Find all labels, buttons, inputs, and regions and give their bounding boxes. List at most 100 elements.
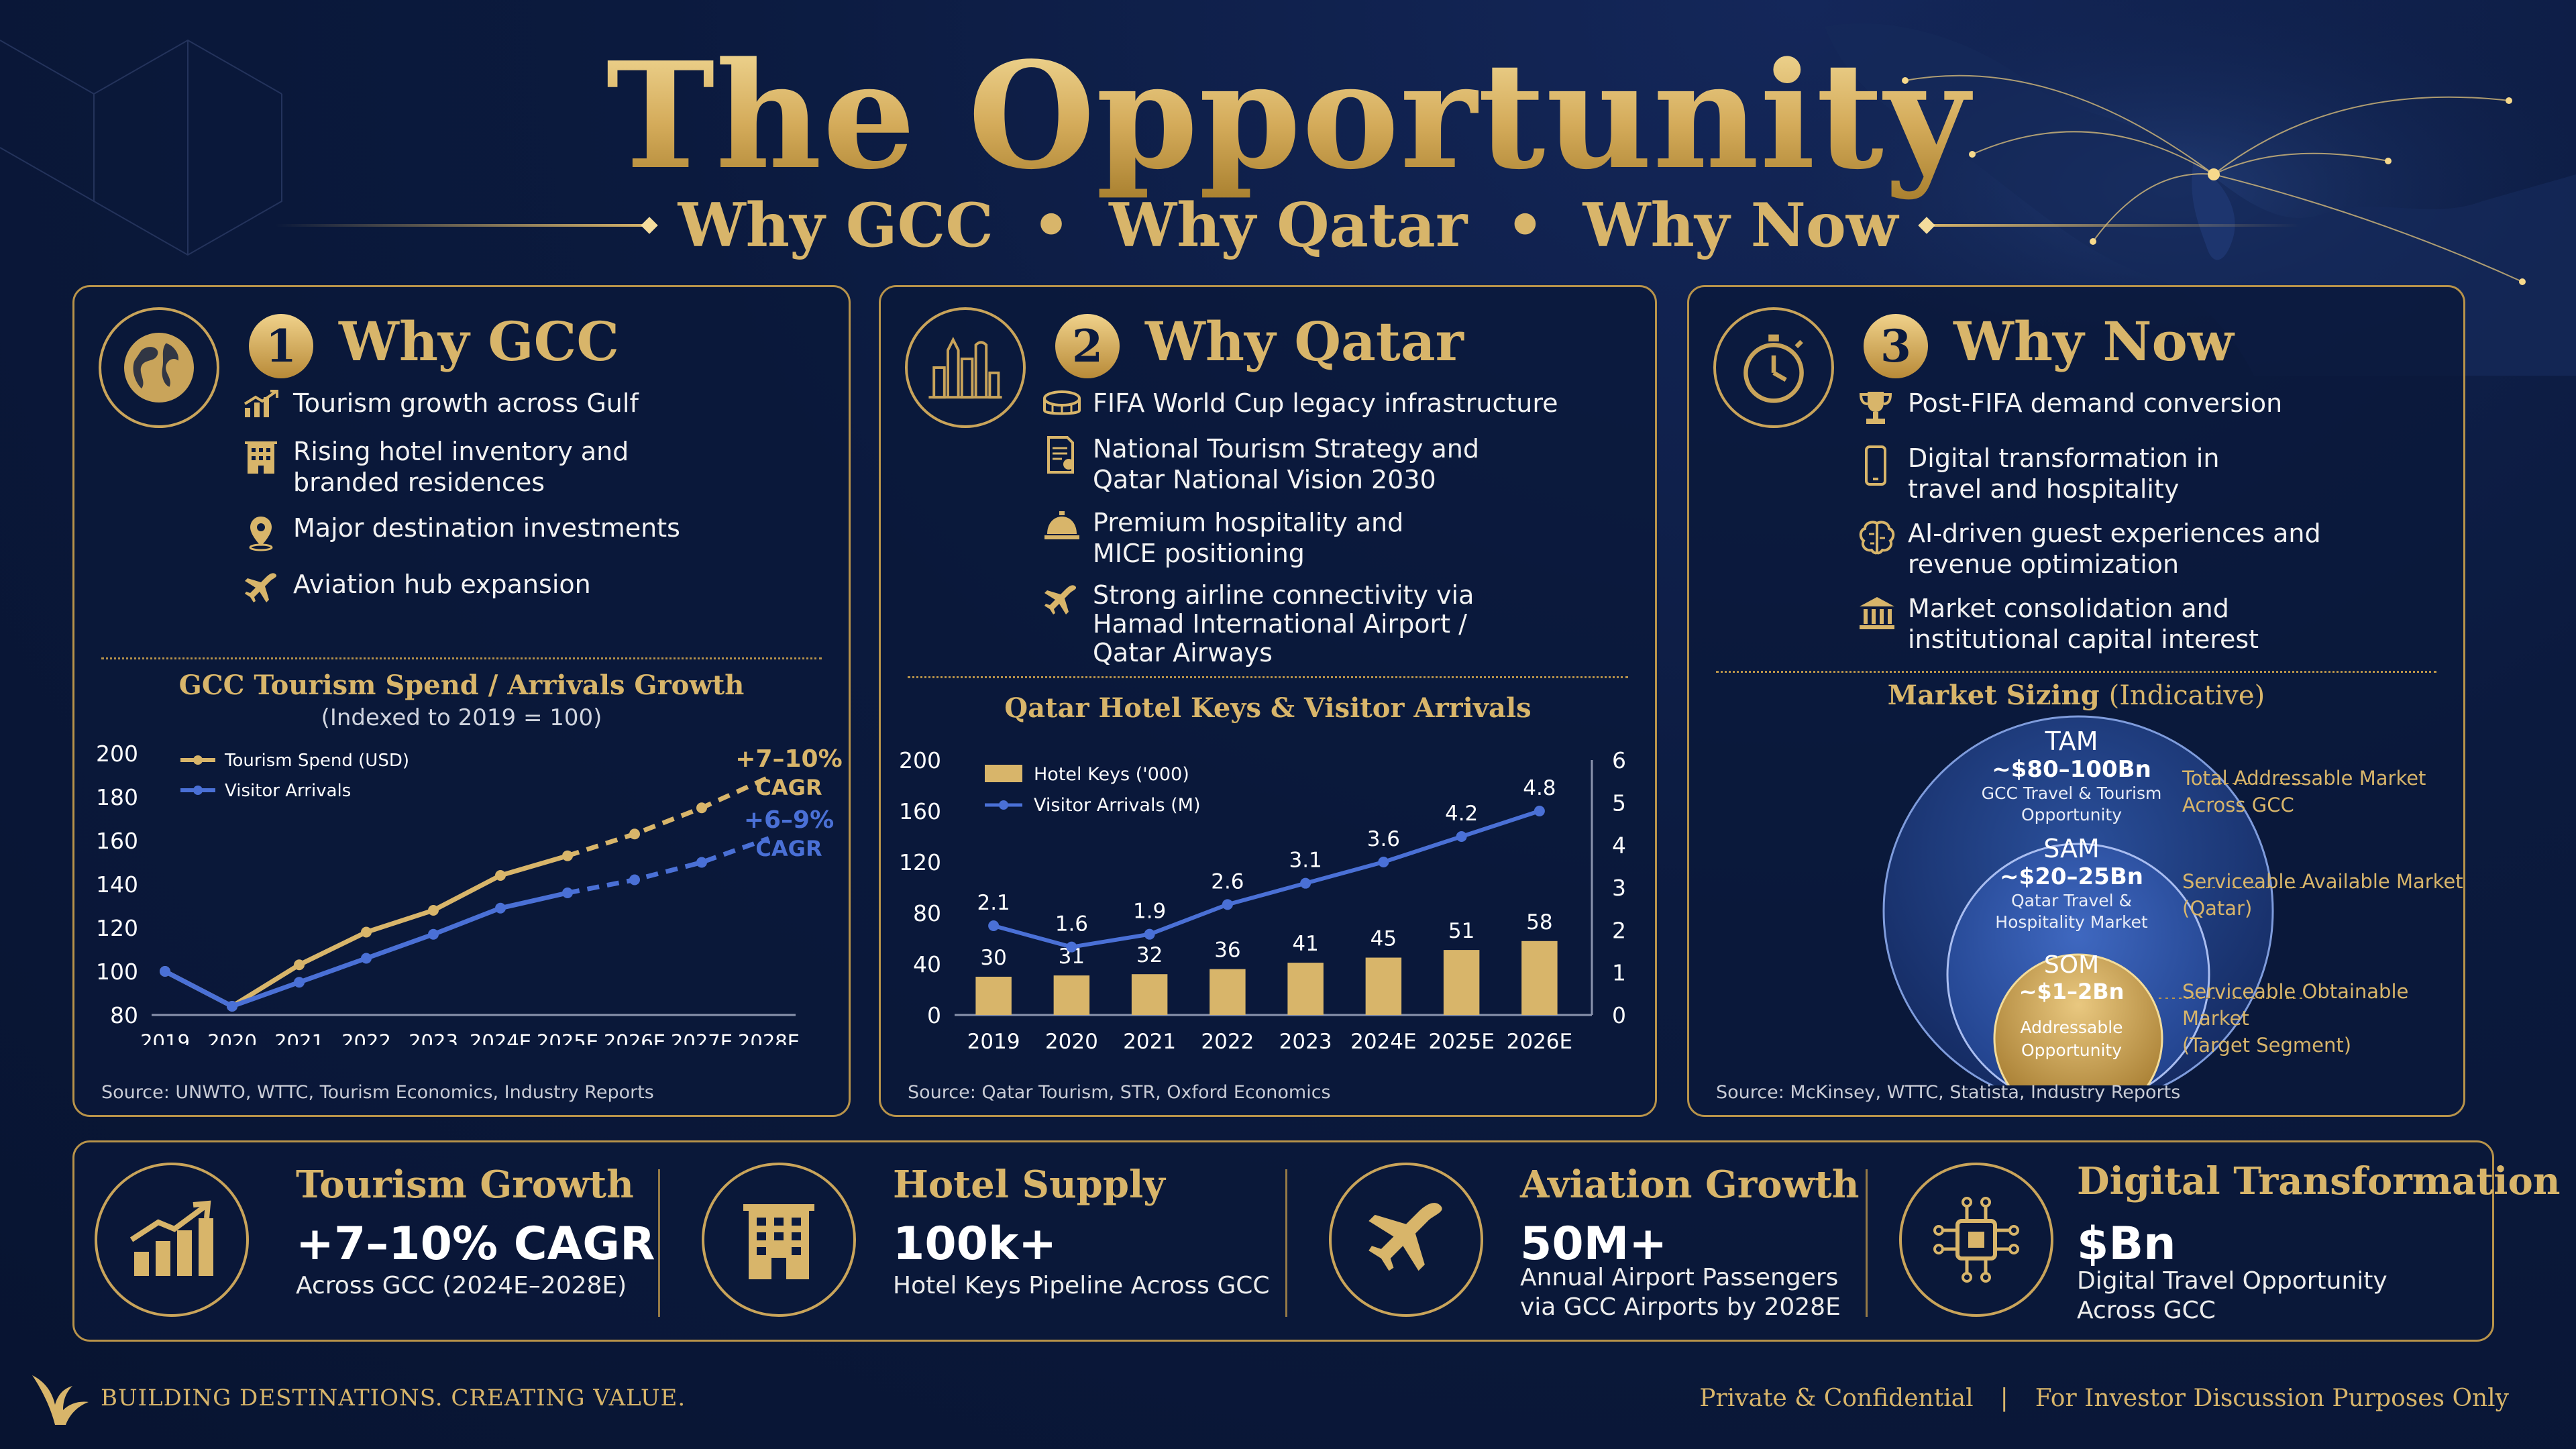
kpi-title: Hotel Supply [893, 1163, 1165, 1207]
y-tick-label: 80 [913, 900, 941, 926]
sam-value: ~$20–25Bn [2000, 863, 2143, 890]
kpi-value: +7–10% CAGR [296, 1218, 655, 1271]
tam-value: ~$80–100Bn [1992, 756, 2151, 783]
bar-data-label: 51 [1448, 919, 1474, 943]
line-data-label: 4.2 [1445, 802, 1478, 826]
subtitle-separator: • [1505, 190, 1545, 261]
growth-chart-icon [242, 388, 293, 421]
list-item: Major destination investments [242, 513, 833, 554]
kpi-divider [1866, 1169, 1868, 1317]
som-desc: Addressable Opportunity [2020, 1018, 2123, 1060]
y-tick-label: 200 [899, 747, 941, 773]
data-point [629, 874, 640, 885]
hotel-building-icon [702, 1163, 856, 1317]
y-tick-label: 80 [110, 1002, 138, 1028]
bullet-list: Post-FIFA demand conversion Digital tran… [1857, 388, 2447, 669]
bullet-text: Digital transformation in travel and hos… [1908, 443, 2220, 504]
page-subtitle: Why GCC • Why Qatar • Why Now [0, 185, 2576, 266]
bar [1287, 963, 1324, 1015]
bar-data-label: 58 [1526, 910, 1552, 934]
list-item: Aviation hub expansion [242, 569, 833, 610]
subtitle-why-now: Why Now [1582, 190, 1898, 261]
legend-marker [999, 800, 1008, 810]
x-tick-label: 2019 [140, 1030, 190, 1045]
tam-block: TAM ~$80–100Bn GCC Travel & Tourism Oppo… [1931, 727, 2212, 826]
bar [1210, 969, 1246, 1015]
panel-why-now: 3 Why Now Post-FIFA demand conversion Di… [1687, 285, 2465, 1117]
x-tick-label: 2024E [1350, 1030, 1416, 1052]
kpi-divider [1285, 1169, 1287, 1317]
list-item: FIFA World Cup legacy infrastructure [1042, 388, 1632, 421]
data-point [1144, 928, 1155, 940]
chip-icon [1899, 1163, 2053, 1317]
line-data-label: 3.6 [1367, 827, 1400, 851]
som-label: SOM [2043, 951, 2100, 979]
line-data-label: 2.1 [977, 891, 1010, 915]
data-point [160, 966, 170, 977]
sam-block: SAM ~$20–25Bn Qatar Travel & Hospitality… [1931, 834, 2212, 933]
y-tick-label: 140 [96, 871, 138, 898]
trophy-icon [1857, 388, 1908, 429]
kpi-desc: Hotel Keys Pipeline Across GCC [893, 1272, 1270, 1299]
stopwatch-icon [1713, 307, 1834, 428]
cagr-annotation-sub: CAGR [755, 836, 822, 861]
data-point [1300, 877, 1311, 889]
tam-desc: GCC Travel & Tourism Opportunity [1981, 784, 2162, 824]
som-block: SOM ~$1–2Bn Addressable Opportunity [1964, 951, 2179, 1062]
service-bell-icon [1042, 507, 1093, 545]
series-line-projected [566, 775, 770, 859]
x-tick-label: 2023 [1279, 1030, 1332, 1052]
line-data-label: 3.1 [1289, 849, 1322, 873]
falcon-logo-icon [32, 1375, 89, 1425]
institution-icon [1857, 593, 1908, 635]
cagr-annotation: +6–9% [744, 806, 834, 834]
data-point [361, 926, 372, 938]
kpi-digital-transformation: Digital Transformation $Bn Digital Trave… [1899, 1142, 2561, 1344]
x-tick-label: 2021 [274, 1030, 324, 1045]
kpi-desc: Annual Airport Passengers via GCC Airpor… [1520, 1264, 1841, 1321]
y-tick-label: 100 [96, 959, 138, 985]
data-point [988, 920, 1000, 931]
data-point [562, 850, 573, 861]
kpi-hotel-supply: Hotel Supply 100k+ Hotel Keys Pipeline A… [702, 1142, 1279, 1344]
subtitle-rule-left [275, 224, 651, 227]
bullet-text: Tourism growth across Gulf [293, 388, 639, 418]
tam-label: TAM [2045, 727, 2098, 756]
bullet-text: National Tourism Strategy and Qatar Nati… [1093, 434, 1479, 494]
kpi-tourism-growth: Tourism Growth +7–10% CAGR Across GCC (2… [95, 1142, 672, 1344]
kpi-bar: Tourism Growth +7–10% CAGR Across GCC (2… [72, 1140, 2561, 1344]
y2-tick-label: 5 [1612, 790, 1626, 816]
sam-callout: Serviceable Available Market (Qatar) [2182, 870, 2463, 920]
y-tick-label: 0 [927, 1002, 941, 1028]
bar [1443, 950, 1480, 1015]
bullet-text: Post-FIFA demand conversion [1908, 388, 2283, 418]
data-point [1066, 941, 1077, 953]
legend-marker [193, 786, 203, 795]
divider [908, 676, 1628, 678]
y2-tick-label: 6 [1612, 747, 1626, 773]
line-data-label: 2.6 [1211, 869, 1244, 894]
x-tick-label: 2026E [1507, 1030, 1572, 1052]
source-note: Source: Qatar Tourism, STR, Oxford Econo… [908, 1082, 1331, 1103]
panel-number-badge: 2 [1055, 314, 1120, 378]
list-item: Tourism growth across Gulf [242, 388, 833, 421]
series-line [993, 809, 1540, 949]
tam-callout: Total Addressable Market Across GCC [2182, 767, 2426, 816]
legend-marker [193, 755, 203, 765]
footer-right: Private & Confidential | For Investor Di… [1699, 1385, 2509, 1412]
kpi-desc: Digital Travel Opportunity Across GCC [2077, 1267, 2387, 1324]
chart-title: Qatar Hotel Keys & Visitor Arrivals [1004, 692, 1532, 724]
data-point [495, 870, 506, 881]
panel-why-gcc: 1 Why GCC Tourism growth across Gulf Ris… [72, 285, 851, 1117]
data-point [294, 959, 305, 971]
market-sizing-title: Market Sizing (Indicative) [1689, 680, 2463, 711]
chart-subtitle: (Indexed to 2019 = 100) [321, 704, 602, 731]
footer-divider: | [2000, 1385, 2008, 1412]
subtitle-why-gcc: Why GCC [678, 190, 994, 261]
bullet-text: Premium hospitality and MICE positioning [1093, 508, 1404, 568]
footer-confidential: Private & Confidential [1699, 1385, 1974, 1412]
sam-desc: Qatar Travel & Hospitality Market [1995, 891, 2148, 932]
bar [1365, 957, 1402, 1015]
x-tick-label: 2022 [1201, 1030, 1254, 1052]
panel-number-badge: 1 [249, 314, 313, 378]
